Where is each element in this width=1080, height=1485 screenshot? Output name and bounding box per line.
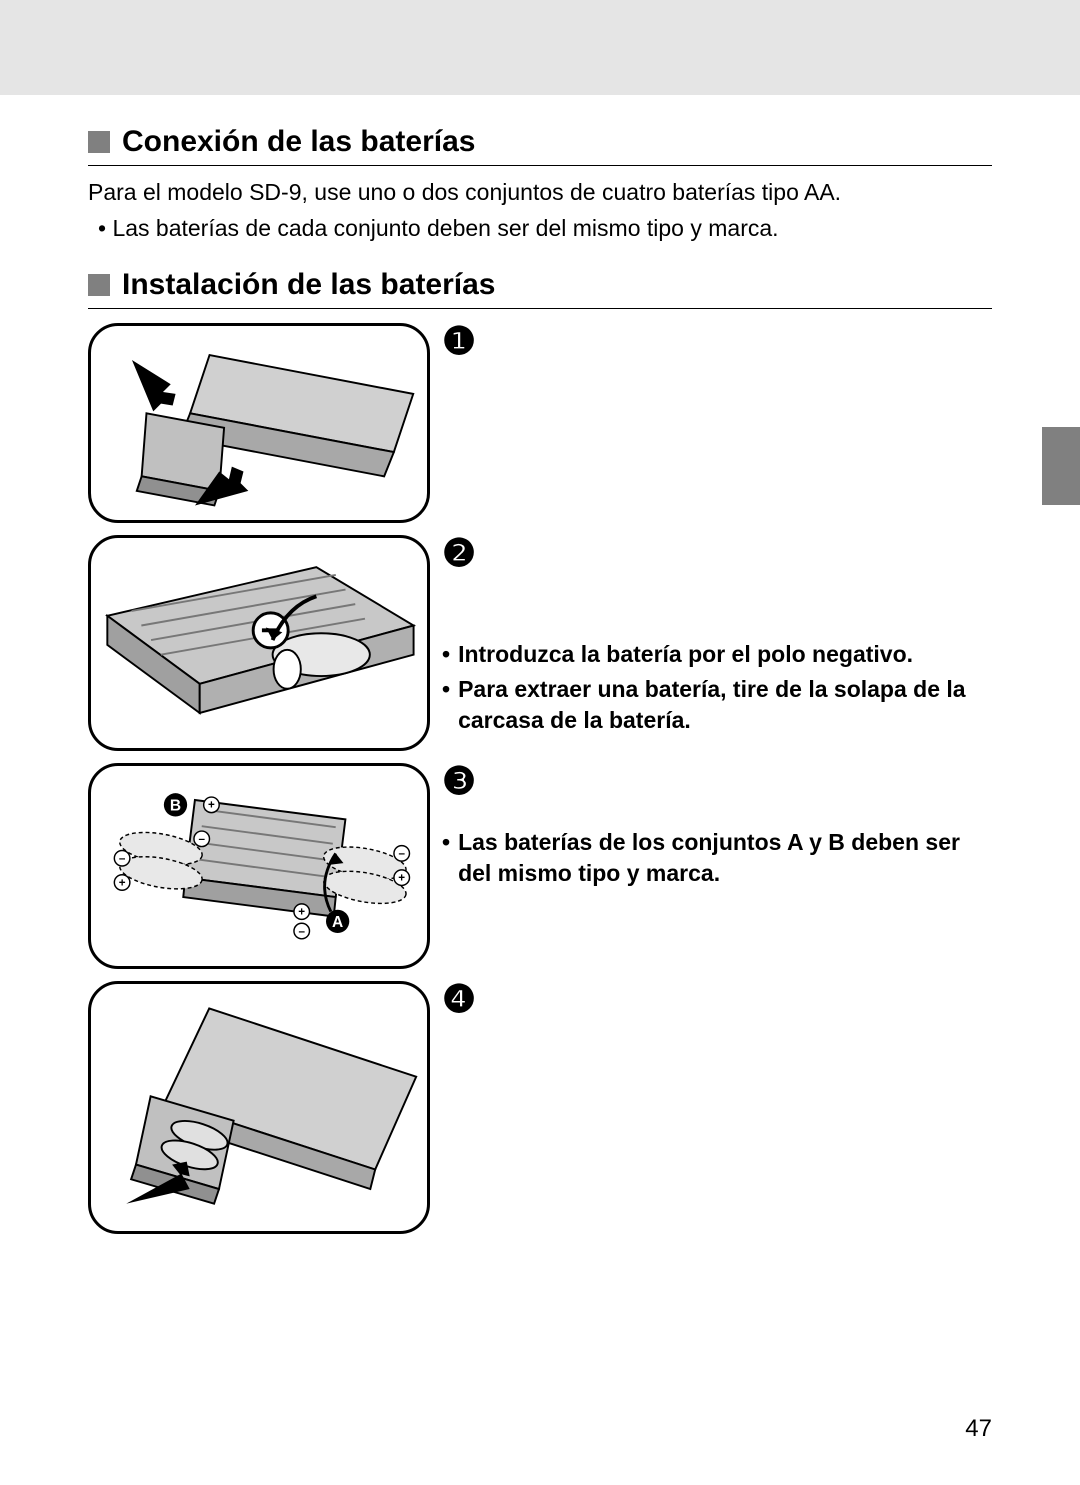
- intro-text: Para el modelo SD-9, use uno o dos conju…: [88, 176, 992, 208]
- step-2-text: • Introduzca la batería por el polo nega…: [442, 639, 992, 740]
- step-row-1: ❶: [88, 323, 992, 523]
- square-bullet-icon: [88, 131, 110, 153]
- svg-text:–: –: [298, 925, 305, 938]
- battery-pack-close-icon: [91, 984, 427, 1231]
- step-2-line-1: • Introduzca la batería por el polo nega…: [442, 639, 992, 670]
- step-right-3: ❸ • Las baterías de los conjuntos A y B …: [442, 763, 992, 893]
- page-content: Conexión de las baterías Para el modelo …: [0, 95, 1080, 1234]
- diagram-step-2: [88, 535, 430, 751]
- step-right-4: ❹: [442, 981, 992, 1027]
- step-number-1: ❶: [442, 323, 992, 361]
- section-heading-install: Instalación de las baterías: [88, 268, 992, 309]
- diagram-step-1: [88, 323, 430, 523]
- step-row-3: B A + – + – – + + –: [88, 763, 992, 969]
- step-number-3: ❸: [442, 763, 992, 801]
- svg-text:+: +: [398, 872, 405, 885]
- step-right-1: ❶: [442, 323, 992, 369]
- steps-container: ❶: [88, 323, 992, 1234]
- step-3-line-1: • Las baterías de los conjuntos A y B de…: [442, 827, 992, 889]
- battery-insert-icon: [91, 538, 427, 748]
- label-A: A: [332, 915, 343, 932]
- step-number-2: ❷: [442, 535, 992, 573]
- diagram-step-3: B A + – + – – + + –: [88, 763, 430, 969]
- battery-pack-open-icon: [91, 326, 427, 520]
- square-bullet-icon: [88, 274, 110, 296]
- step-row-4: ❹: [88, 981, 992, 1234]
- svg-text:+: +: [298, 906, 305, 919]
- page-number: 47: [965, 1415, 992, 1443]
- svg-text:–: –: [198, 833, 205, 846]
- label-B: B: [170, 798, 181, 815]
- intro-bullet: • Las baterías de cada conjunto deben se…: [88, 212, 992, 244]
- step-2-line-2: • Para extraer una batería, tire de la s…: [442, 674, 992, 736]
- svg-text:+: +: [119, 877, 126, 890]
- svg-text:–: –: [119, 852, 126, 865]
- battery-sets-icon: B A + – + – – + + –: [91, 766, 427, 966]
- step-2-text-1: Introduzca la batería por el polo negati…: [458, 639, 913, 670]
- bullet-icon: •: [442, 827, 450, 889]
- step-2-text-2: Para extraer una batería, tire de la sol…: [458, 674, 992, 736]
- step-number-4: ❹: [442, 981, 992, 1019]
- svg-text:+: +: [208, 799, 215, 812]
- header-bar: [0, 0, 1080, 95]
- bullet-icon: •: [442, 639, 450, 670]
- heading-install-text: Instalación de las baterías: [122, 268, 496, 302]
- section-heading-connection: Conexión de las baterías: [88, 125, 992, 166]
- bullet-icon: •: [442, 674, 450, 736]
- step-3-text-1: Las baterías de los conjuntos A y B debe…: [458, 827, 992, 889]
- svg-text:–: –: [398, 848, 405, 861]
- step-right-2: ❷ • Introduzca la batería por el polo ne…: [442, 535, 992, 740]
- side-tab: [1042, 427, 1080, 505]
- step-3-text: • Las baterías de los conjuntos A y B de…: [442, 827, 992, 893]
- step-row-2: ❷ • Introduzca la batería por el polo ne…: [88, 535, 992, 751]
- diagram-step-4: [88, 981, 430, 1234]
- heading-connection-text: Conexión de las baterías: [122, 125, 475, 159]
